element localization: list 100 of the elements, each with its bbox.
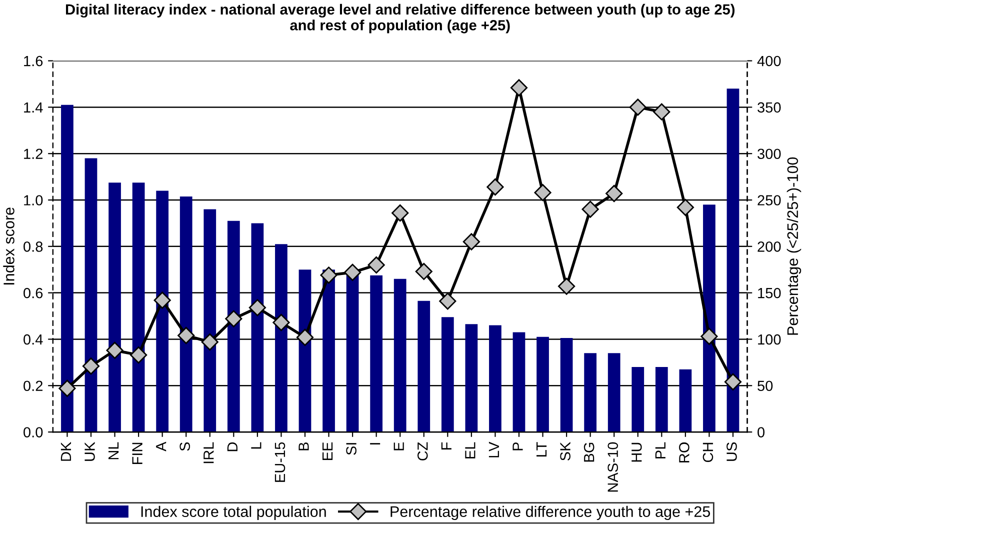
bar — [322, 270, 335, 432]
bar — [204, 209, 216, 432]
x-tick-label: EL — [465, 442, 476, 458]
bar — [584, 353, 596, 432]
point — [320, 266, 338, 284]
x-tick-label: SK — [560, 442, 570, 461]
point — [106, 342, 124, 359]
x-tick-label: PL — [655, 442, 666, 458]
y-tick-label: 0.8 — [24, 242, 43, 252]
x-tick-label: NL — [108, 442, 119, 460]
bar — [84, 158, 98, 432]
bar — [275, 244, 288, 432]
y2-tick-label: 400 — [757, 56, 781, 66]
point — [154, 292, 171, 309]
legend-label: Index score total population — [141, 506, 326, 520]
y2-tick-label: 300 — [758, 148, 781, 160]
bar — [608, 353, 620, 432]
x-tick-label: LV — [488, 442, 499, 458]
x-tick-label: P — [512, 442, 523, 450]
x-tick-label: US — [726, 442, 737, 461]
x-tick-label: E — [394, 442, 404, 450]
point — [700, 328, 718, 345]
point — [130, 346, 148, 364]
x-tick-label: HU — [632, 442, 642, 462]
bar — [132, 182, 145, 432]
bar — [703, 204, 716, 432]
x-tick-label: FIN — [132, 442, 142, 464]
y-tick-label: 0.4 — [24, 334, 43, 345]
bar — [536, 336, 549, 432]
x-tick-label: CH — [702, 442, 714, 462]
point — [248, 299, 266, 316]
point — [296, 328, 314, 346]
y2-tick-label: 100 — [758, 334, 781, 345]
bar — [632, 367, 644, 432]
point — [462, 233, 480, 250]
bar — [489, 325, 502, 432]
bar — [512, 332, 526, 432]
point — [558, 278, 576, 295]
x-tick-label: NAS-10 — [608, 442, 618, 492]
bar — [441, 317, 454, 432]
point — [201, 333, 218, 351]
x-tick-label: SI — [346, 443, 356, 455]
y2-tick-label: 150 — [758, 288, 781, 298]
point — [225, 310, 242, 328]
point — [439, 292, 456, 310]
y-axis-title: Index score — [3, 208, 14, 284]
bar — [394, 278, 406, 432]
point — [486, 178, 504, 196]
point — [178, 326, 195, 344]
point — [676, 198, 694, 216]
x-tick-label: LT — [536, 442, 547, 456]
y2-tick-label: 50 — [758, 380, 773, 392]
point — [510, 79, 528, 96]
bar — [251, 223, 264, 432]
point — [724, 373, 742, 390]
y2-tick-label: 200 — [758, 242, 781, 252]
bar — [370, 275, 383, 432]
y-tick-label: 1.4 — [24, 102, 43, 112]
x-tick-label: UK — [84, 442, 95, 461]
x-tick-label: BG — [584, 442, 594, 462]
bar — [61, 104, 74, 432]
bar — [108, 182, 121, 432]
legend-label: Percentage relative difference youth to age +25 — [390, 506, 710, 520]
point — [392, 204, 409, 222]
x-tick-label: S — [180, 442, 190, 451]
bar — [180, 196, 192, 432]
bar — [156, 190, 169, 432]
point — [58, 380, 76, 397]
point — [368, 256, 385, 274]
bar — [227, 220, 240, 432]
point — [82, 358, 100, 375]
bar — [679, 369, 692, 432]
bar — [465, 324, 478, 432]
x-tick-label: I — [370, 443, 380, 444]
y2-tick-label: 0 — [758, 427, 765, 438]
y-tick-label: 1.0 — [24, 195, 43, 206]
bar — [655, 367, 668, 432]
y-tick-label: 0.0 — [24, 427, 43, 438]
point — [582, 200, 599, 218]
bar — [418, 300, 430, 432]
point — [344, 264, 362, 281]
y-tick-label: 1.6 — [24, 56, 43, 66]
x-tick-label: B — [298, 442, 309, 450]
bar — [560, 338, 573, 432]
x-tick-label: D — [227, 442, 238, 452]
y2-axis-title: Percentage (<25/25+)-100 — [786, 157, 802, 335]
y2-tick-label: 250 — [758, 195, 781, 206]
point — [653, 103, 670, 120]
x-tick-label: IRL — [204, 442, 214, 464]
x-tick-label: L — [251, 442, 262, 449]
y2-tick-label: 350 — [758, 102, 781, 113]
bar — [726, 88, 740, 432]
x-tick-label: A — [156, 442, 166, 452]
x-tick-label: RO — [679, 442, 690, 462]
y-tick-label: 0.2 — [24, 380, 42, 392]
point — [415, 262, 432, 280]
y-tick-label: 0.6 — [24, 288, 43, 298]
point — [606, 184, 623, 202]
point — [534, 184, 552, 202]
point — [629, 98, 646, 116]
